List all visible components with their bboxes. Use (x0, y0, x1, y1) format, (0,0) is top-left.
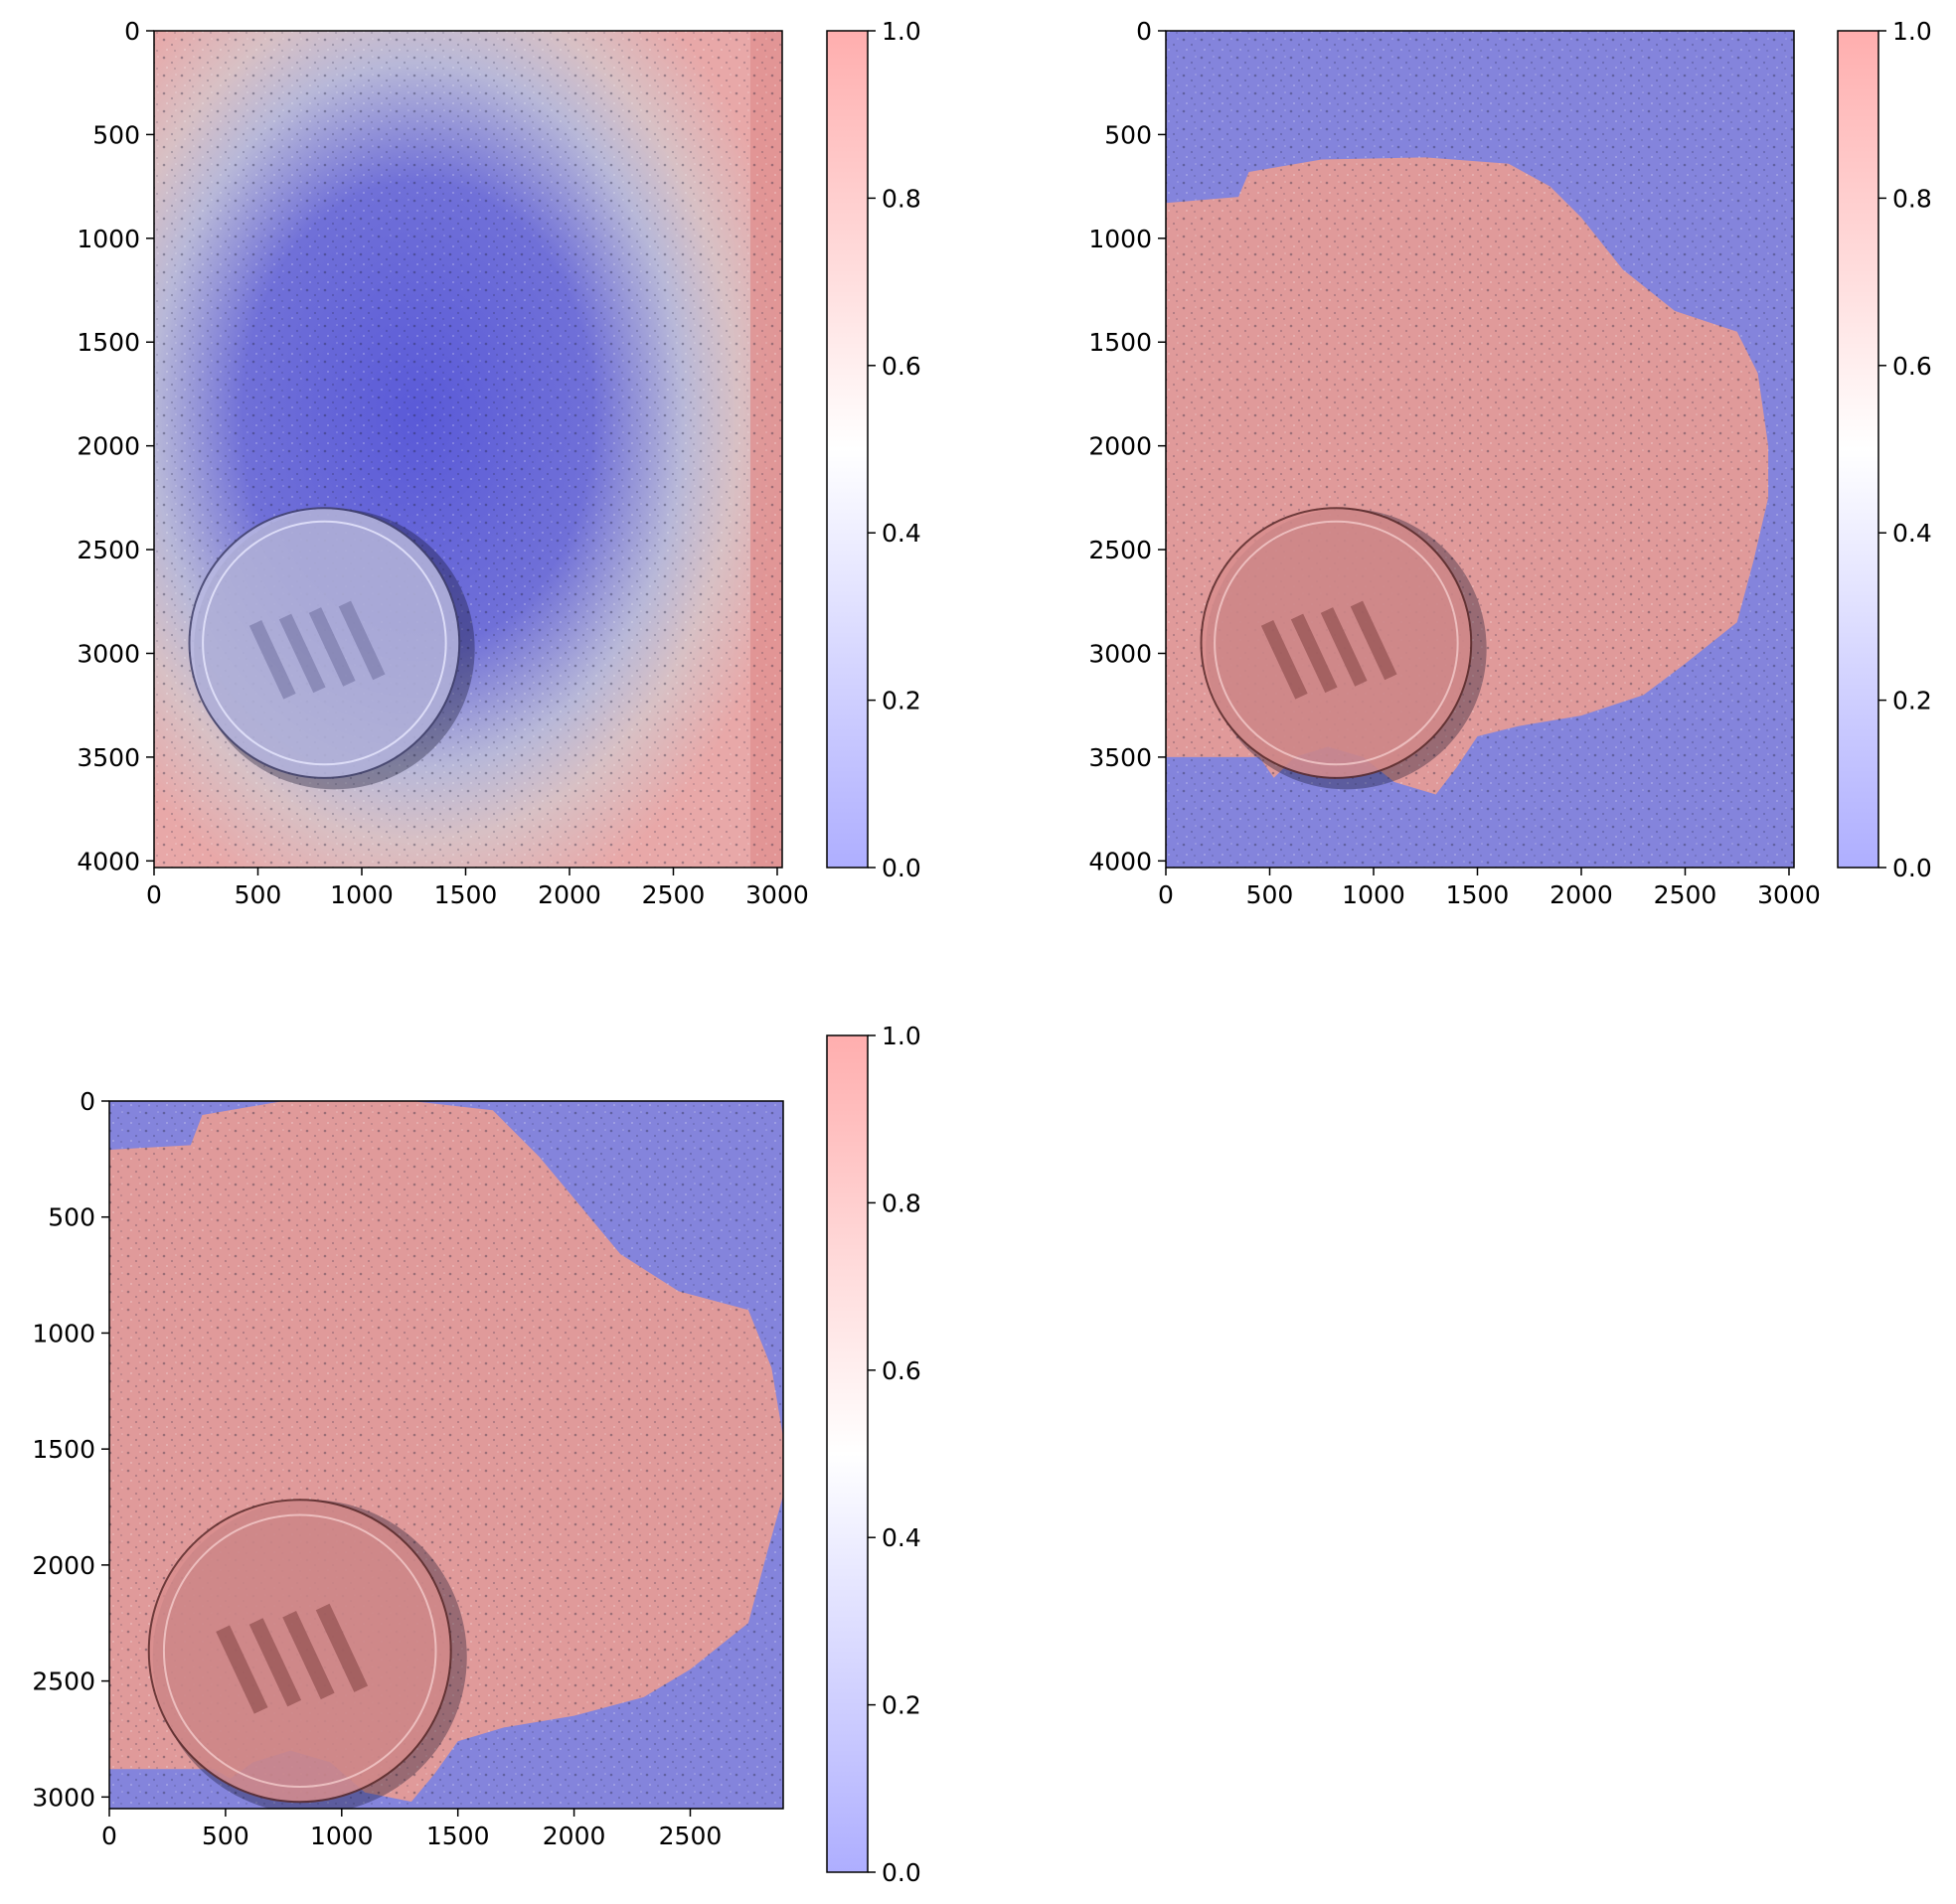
panel-2-axes: 0 500 1000 1500 2000 2500 3000 0 500 1000 1500 2000… (1088, 17, 1820, 909)
y-tick-label: 1000 (1088, 225, 1152, 253)
x-tick-label: 500 (235, 880, 282, 909)
y-tick-label: 2000 (32, 1551, 95, 1580)
colorbar-tick-label: 1.0 (882, 17, 921, 46)
colorbar-gradient (826, 30, 869, 869)
colorbar-tick-label: 0.2 (882, 687, 921, 715)
y-tick-label: 2500 (32, 1667, 95, 1696)
coin-column (315, 1603, 369, 1692)
panel-1-coin (188, 507, 475, 790)
colorbar-gradient (826, 1034, 869, 1873)
x-tick-label: 2500 (1654, 880, 1717, 909)
y-tick-label: 500 (92, 120, 140, 149)
panel-2: 0 500 1000 1500 2000 2500 3000 0 500 1000 1500 2000… (1088, 17, 1931, 909)
colorbar-tick-label: 0.2 (882, 1691, 921, 1720)
x-tick-label: 1000 (1342, 880, 1405, 909)
x-tick-label: 2000 (538, 880, 601, 909)
colorbar-tick-label: 0.8 (882, 184, 921, 213)
x-tick-label: 1500 (434, 880, 498, 909)
x-tick-label: 3000 (745, 880, 809, 909)
y-tick-label: 500 (1104, 120, 1152, 149)
x-tick-label: 2500 (659, 1822, 723, 1850)
coin-column (248, 620, 296, 700)
y-tick-label: 1000 (32, 1319, 95, 1348)
panel-3: 0 500 1000 1500 2000 2500 0 500 1000 1500 2000 2500… (32, 1022, 920, 1887)
y-tick-label: 3000 (32, 1783, 95, 1812)
coin-column (1260, 620, 1308, 700)
coin-column (248, 1618, 302, 1707)
colorbar-tick-label: 1.0 (882, 1022, 921, 1050)
x-tick-label: 3000 (1757, 880, 1821, 909)
x-tick-label: 0 (101, 1822, 117, 1850)
colorbar-tick-label: 0.8 (1892, 184, 1932, 213)
coin-column (282, 1611, 335, 1700)
panel-3-coin (147, 1499, 467, 1809)
colorbar-tick-label: 0.4 (882, 519, 921, 548)
colorbar-tick-label: 0.0 (882, 854, 921, 882)
y-tick-label: 0 (1136, 17, 1152, 46)
coin-rim (1214, 520, 1459, 766)
coin-column (278, 613, 326, 694)
y-tick-label: 1500 (77, 328, 140, 357)
y-tick-label: 1500 (1088, 328, 1152, 357)
colorbar-tick-label: 0.6 (882, 1356, 921, 1385)
colorbar-tick-label: 0.0 (1892, 854, 1932, 882)
panel-2-coin (1200, 507, 1487, 790)
y-tick-label: 2500 (1088, 536, 1152, 564)
y-tick-label: 0 (80, 1087, 95, 1116)
coin-rim (162, 1513, 437, 1789)
x-tick-label: 2000 (1549, 880, 1613, 909)
colorbar-gradient (1837, 30, 1879, 869)
x-tick-label: 1000 (310, 1822, 374, 1850)
panel-3-frame (108, 1100, 784, 1810)
colorbar-tick-label: 0.6 (882, 352, 921, 381)
panel-3-colorbar: 0.0 0.2 0.4 0.6 0.8 1.0 (826, 1022, 921, 1887)
colorbar-tick-label: 0.6 (1892, 352, 1932, 381)
colorbar-tick-label: 0.4 (1892, 519, 1932, 548)
y-tick-label: 500 (48, 1203, 95, 1232)
y-tick-label: 4000 (77, 847, 140, 875)
y-tick-label: 3500 (1088, 743, 1152, 772)
x-tick-label: 1500 (426, 1822, 490, 1850)
x-tick-label: 500 (202, 1822, 249, 1850)
y-tick-label: 3500 (77, 743, 140, 772)
y-tick-label: 3000 (77, 639, 140, 668)
colorbar-tick-label: 0.2 (1892, 687, 1932, 715)
y-tick-label: 2000 (77, 432, 140, 461)
x-tick-label: 2000 (543, 1822, 606, 1850)
coin-column (1290, 613, 1338, 694)
panel-1-axes: 0 500 1000 1500 2000 2500 3000 0 500 1000 1500 2000… (77, 17, 808, 909)
colorbar-tick-label: 0.0 (882, 1858, 921, 1887)
coin-column (338, 600, 386, 681)
coin-rim (202, 520, 447, 766)
panel-1: 0 500 1000 1500 2000 2500 3000 0 500 1000 1500 2000… (77, 17, 920, 909)
x-tick-label: 2500 (642, 880, 706, 909)
x-tick-label: 500 (1246, 880, 1294, 909)
coin-column (216, 1625, 268, 1714)
x-tick-label: 0 (146, 880, 162, 909)
panel-3-axes: 0 500 1000 1500 2000 2500 0 500 1000 1500 2000 2500… (32, 1087, 722, 1850)
y-tick-label: 2000 (1088, 432, 1152, 461)
x-tick-label: 1000 (330, 880, 394, 909)
coin-column (308, 607, 356, 687)
y-tick-label: 3000 (1088, 639, 1152, 668)
y-tick-label: 2500 (77, 536, 140, 564)
colorbar-tick-label: 0.4 (882, 1523, 921, 1552)
colorbar-tick-label: 0.8 (882, 1189, 921, 1217)
y-tick-label: 0 (124, 17, 140, 46)
x-tick-label: 1500 (1446, 880, 1510, 909)
panel-2-frame (1165, 30, 1795, 869)
coin-column (1350, 600, 1397, 681)
y-tick-label: 1500 (32, 1435, 95, 1464)
y-tick-label: 1000 (77, 225, 140, 253)
y-tick-label: 4000 (1088, 847, 1152, 875)
colorbar-tick-label: 1.0 (1892, 17, 1932, 46)
panel-2-colorbar: 0.0 0.2 0.4 0.6 0.8 1.0 (1837, 17, 1932, 882)
panel-1-frame (153, 30, 783, 869)
panel-1-colorbar: 0.0 0.2 0.4 0.6 0.8 1.0 (826, 17, 921, 882)
x-tick-label: 0 (1158, 880, 1174, 909)
coin-column (1320, 607, 1368, 687)
